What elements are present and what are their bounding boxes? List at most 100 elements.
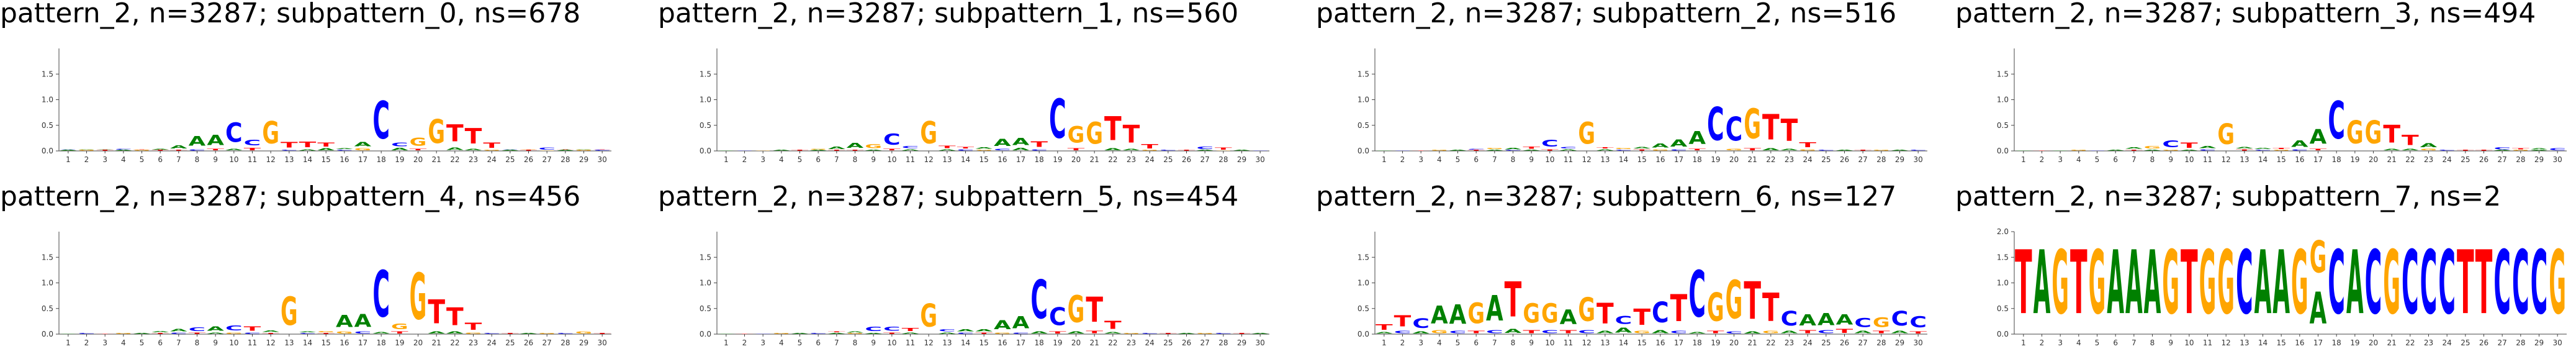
x-tick-label: 29: [1895, 338, 1904, 347]
x-tick-label: 16: [2295, 338, 2304, 347]
logo-letter-c: C: [1412, 316, 1430, 331]
y-tick-label: 1.0: [42, 279, 53, 288]
x-tick-label: 23: [2424, 155, 2433, 164]
x-tick-label: 10: [1545, 155, 1554, 164]
x-tick-label: 30: [598, 338, 607, 347]
logo-letter-a: A: [170, 328, 187, 332]
logo-letter-a: A: [1744, 331, 1761, 334]
logo-letter-a: A: [2015, 150, 2032, 151]
logo-letter-t: T: [2457, 233, 2474, 334]
x-tick-label: 9: [213, 155, 218, 164]
x-tick-label: 11: [1564, 155, 1573, 164]
x-tick-label: 2: [2040, 338, 2045, 347]
y-tick-label: 1.5: [1358, 70, 1369, 78]
y-tick-label: 0.5: [1997, 304, 2009, 313]
x-tick-label: 18: [1035, 338, 1044, 347]
logo-plot: 0.00.51.01.51 2 3 4 5 6 7 8 9 10 11 12 13 14 15 16 17 18 1…: [1358, 232, 1927, 347]
x-tick-label: 7: [2132, 338, 2137, 347]
logo-letter-t: T: [1178, 150, 1196, 151]
logo-letter-a: A: [2346, 233, 2364, 334]
logo-letter-a: A: [2199, 146, 2217, 149]
x-tick-label: 7: [1492, 155, 1497, 164]
x-tick-label: 21: [432, 338, 441, 347]
logo-letter-a: A: [1615, 327, 1633, 334]
logo-letter-c: C: [865, 325, 882, 332]
logo-letter-g: G: [225, 332, 243, 334]
logo-letter-t: T: [317, 142, 335, 148]
logo-letter-t: T: [1541, 149, 1559, 151]
x-tick-label: 16: [340, 338, 349, 347]
logo-letter-c: C: [2162, 138, 2179, 149]
x-tick-label: 19: [1053, 155, 1062, 164]
logo-letter-g: G: [2346, 115, 2364, 152]
x-tick-label: 12: [266, 155, 276, 164]
x-tick-label: 30: [598, 155, 607, 164]
logo-letter-t: T: [281, 140, 298, 150]
logo-letter-t: T: [1799, 329, 1816, 334]
logo-letter-g: G: [1541, 299, 1559, 330]
logo-letter-g: G: [1726, 270, 1743, 332]
logo-letter-g: G: [1578, 117, 1595, 152]
x-tick-label: 3: [2058, 338, 2063, 347]
logo-letter-a: A: [2531, 148, 2548, 150]
logo-letter-a: A: [847, 331, 864, 333]
logo-letter-a: A: [189, 134, 206, 148]
y-tick-label: 1.0: [1997, 96, 2009, 104]
logo-letter-a: A: [465, 148, 482, 151]
x-tick-label: 3: [1418, 155, 1423, 164]
y-tick-label: 0.5: [42, 304, 53, 313]
logo-letter-t: T: [1467, 150, 1485, 151]
logo-letter-a: A: [2125, 147, 2143, 149]
logo-letter-c: C: [538, 147, 556, 150]
x-tick-label: 26: [524, 155, 533, 164]
x-tick-label: 2: [84, 155, 89, 164]
x-tick-label: 8: [2150, 338, 2155, 347]
y-tick-label: 1.5: [1997, 253, 2009, 261]
logo-plot: 0.00.51.01.51 2 3 4 5 6 7 8 9 10 11 12 13 14 15 16 17 18 1…: [700, 232, 1269, 347]
x-tick-label: 5: [140, 155, 145, 164]
logo-letter-c: C: [1030, 149, 1048, 151]
x-tick-label: 20: [1071, 338, 1081, 347]
x-tick-label: 9: [1529, 155, 1534, 164]
logo-letter-c: C: [1670, 149, 1688, 151]
x-tick-label: 7: [176, 155, 181, 164]
logo-letter-g: G: [2144, 145, 2161, 150]
logo-letter-a: A: [2310, 284, 2327, 335]
logo-letter-c: C: [736, 150, 754, 151]
logo-letter-c: C: [244, 332, 261, 334]
logo-letter-t: T: [1068, 148, 1085, 151]
x-tick-label: 18: [377, 338, 386, 347]
logo-panel: pattern_2, n=3287; subpattern_3, ns=494 …: [1955, 0, 2576, 171]
logo-letter-g: G: [2070, 150, 2087, 151]
logo-letter-a: A: [828, 333, 845, 334]
x-tick-label: 14: [1619, 155, 1628, 164]
logo-letter-t: T: [1707, 330, 1724, 334]
logo-letter-g: G: [2512, 150, 2529, 151]
x-tick-label: 6: [158, 338, 163, 347]
logo-letter-g: G: [1762, 330, 1780, 335]
logo-letter-t: T: [1688, 148, 1706, 151]
logo-letter-g: G: [847, 333, 864, 334]
logo-letter-c: C: [1394, 330, 1412, 334]
x-tick-label: 5: [2095, 155, 2100, 164]
logo-letter-a: A: [1891, 150, 1909, 151]
x-tick-label: 28: [1218, 155, 1228, 164]
logo-plot: 0.00.51.01.51 2 3 4 5 6 7 8 9 10 11 12 13 14 15 16 17 18 1…: [700, 48, 1269, 164]
x-tick-label: 8: [1511, 155, 1516, 164]
logo-letter-a: A: [957, 329, 975, 332]
x-tick-label: 5: [1456, 338, 1461, 347]
x-tick-label: 23: [469, 155, 478, 164]
logo-letter-a: A: [1762, 148, 1780, 151]
x-tick-label: 25: [1821, 338, 1831, 347]
logo-letter-g: G: [975, 150, 993, 151]
x-tick-label: 19: [395, 155, 404, 164]
logo-letter-t: T: [1762, 107, 1780, 148]
x-tick-label: 11: [906, 338, 915, 347]
x-tick-label: 23: [1127, 338, 1136, 347]
x-tick-label: 10: [887, 338, 896, 347]
x-tick-label: 15: [980, 155, 989, 164]
x-tick-label: 19: [1711, 338, 1720, 347]
logo-letter-g: G: [1726, 148, 1743, 151]
logo-letter-c: C: [2328, 232, 2345, 334]
logo-letter-a: A: [1560, 306, 1577, 329]
